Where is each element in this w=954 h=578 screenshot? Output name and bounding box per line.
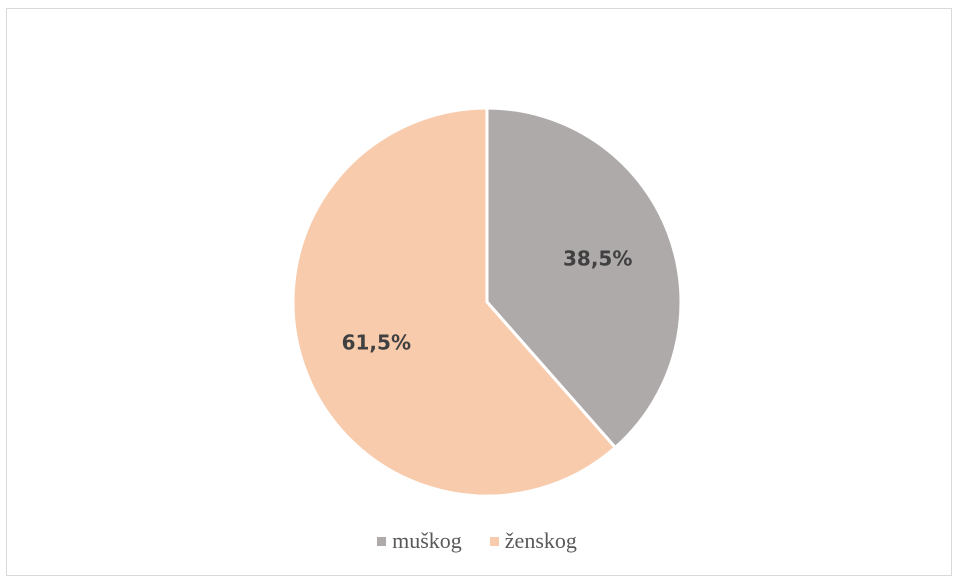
data-label-zenskog: 61,5% [342,330,411,354]
pie-slice-zenskog [291,106,618,498]
legend-swatch-zenskog [489,536,499,546]
data-label-muskog: 38,5% [563,247,632,271]
legend-item-muskog: muškog [377,528,462,554]
legend-item-zenskog: ženskog [489,528,577,554]
legend: muškog ženskog [0,528,954,554]
legend-label-zenskog: ženskog [504,528,577,553]
legend-label-muskog: muškog [392,528,462,553]
pie-slice-muskog [485,106,683,450]
legend-swatch-muskog [377,536,387,546]
